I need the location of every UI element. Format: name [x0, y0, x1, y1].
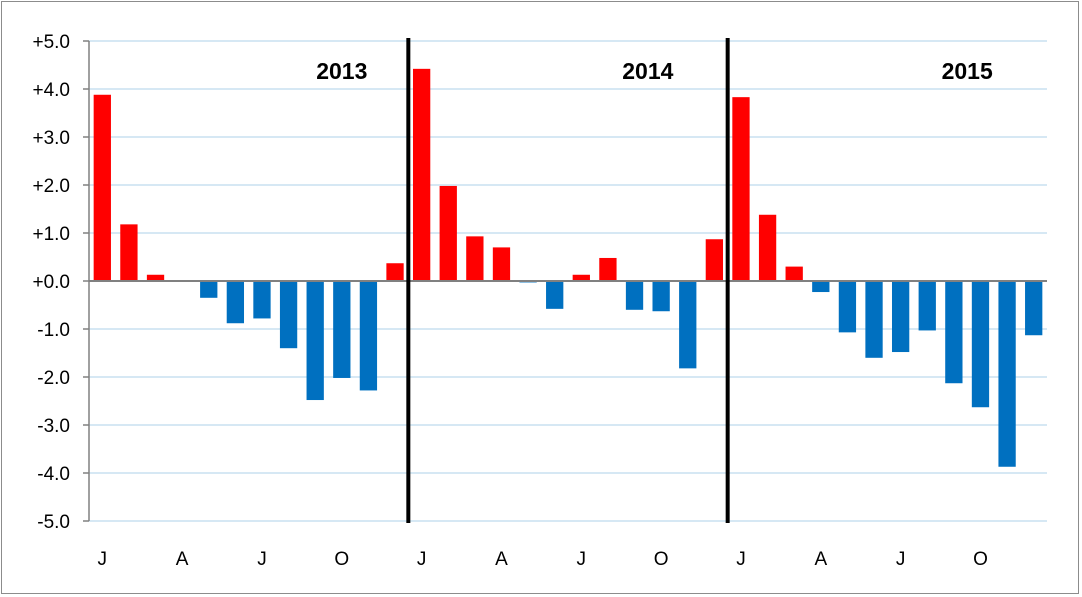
bar — [732, 97, 750, 281]
x-tick-label: J — [417, 549, 427, 570]
year-label: 2013 — [316, 58, 367, 84]
bar — [918, 281, 936, 331]
x-tick-label: A — [495, 549, 508, 570]
x-tick-label: J — [98, 549, 108, 570]
y-tick-label: -2.0 — [37, 368, 70, 389]
y-tick-label: +3.0 — [32, 128, 70, 149]
bar — [599, 257, 617, 281]
bar — [93, 94, 111, 281]
bar — [333, 281, 351, 378]
bar — [546, 281, 564, 309]
bar — [1025, 281, 1043, 336]
year-label: 2014 — [622, 58, 673, 84]
bar — [226, 281, 245, 324]
x-tick-label: A — [814, 549, 827, 570]
bar — [200, 281, 218, 298]
y-tick-label: -5.0 — [37, 512, 70, 533]
bar — [625, 281, 644, 310]
bar — [945, 281, 963, 384]
bar — [253, 281, 271, 319]
bar — [785, 266, 803, 281]
year-label: 2015 — [942, 58, 993, 84]
bar — [971, 281, 990, 408]
bars — [93, 68, 1043, 467]
x-tick-label: J — [896, 549, 906, 570]
bar — [120, 224, 138, 281]
y-tick-label: +1.0 — [32, 224, 70, 245]
bar — [386, 263, 404, 281]
x-tick-label: O — [973, 549, 988, 570]
y-tick-label: +0.0 — [32, 272, 70, 293]
bar — [306, 281, 324, 401]
y-tick-label: +2.0 — [32, 176, 70, 197]
x-tick-label: J — [257, 549, 267, 570]
x-tick-label: J — [577, 549, 587, 570]
y-tick-label: +4.0 — [32, 80, 70, 101]
bar — [359, 281, 378, 391]
bar — [679, 281, 697, 369]
y-tick-label: +5.0 — [32, 32, 70, 53]
y-tick-label: -3.0 — [37, 416, 70, 437]
axes — [83, 38, 1047, 523]
bar — [466, 236, 484, 281]
bar — [279, 281, 298, 349]
labels: +5.0 +4.0 +3.0 +2.0 +1.0 +0.0 -1.0 -2.0 -3.0 -4.0… — [32, 32, 992, 570]
bar — [758, 214, 777, 281]
bar — [439, 185, 457, 281]
bar — [865, 281, 883, 358]
x-tick-label: O — [334, 549, 349, 570]
bar — [705, 239, 724, 281]
bar — [812, 281, 830, 293]
bar — [838, 281, 857, 333]
y-tick-label: -1.0 — [37, 320, 70, 341]
bar — [891, 281, 910, 353]
y-tick-label: -4.0 — [37, 464, 70, 485]
x-tick-label: A — [176, 549, 189, 570]
x-tick-label: J — [736, 549, 746, 570]
bar — [998, 281, 1016, 467]
bar — [412, 68, 431, 281]
x-tick-label: O — [654, 549, 669, 570]
bar — [146, 274, 165, 281]
bar — [572, 274, 590, 281]
bar — [492, 247, 511, 281]
bar — [652, 281, 670, 312]
